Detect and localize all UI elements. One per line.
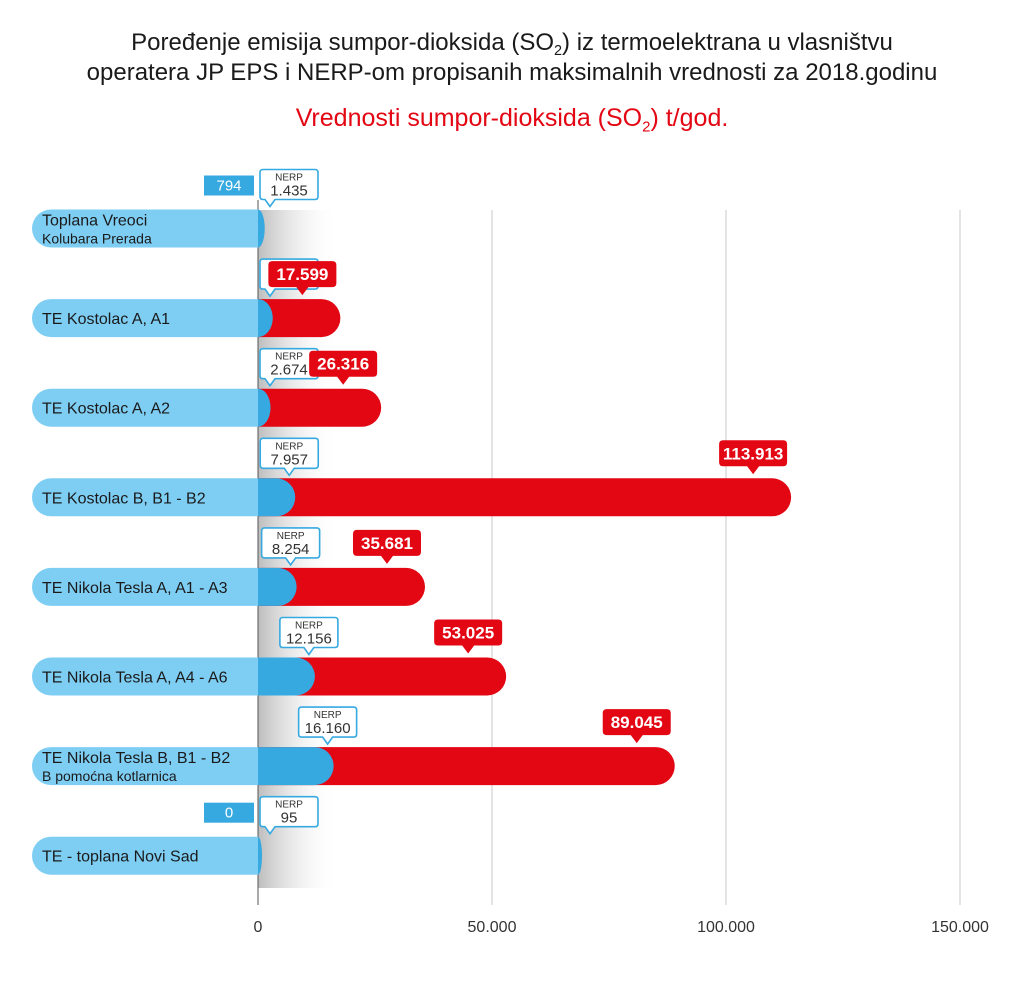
category-label: TE Kostolac B, B1 - B2 — [42, 490, 206, 507]
x-tick-label: 100.000 — [697, 919, 755, 936]
nerp-callout-box — [279, 616, 339, 656]
emission-value-tag — [602, 709, 671, 744]
category-label: TE Kostolac A, A2 — [42, 401, 170, 418]
emission-value-label: 17.599 — [276, 265, 328, 284]
emission-value-label: 35.681 — [361, 534, 413, 553]
category-label: TE Nikola Tesla A, A4 - A6 — [42, 670, 228, 687]
nerp-value-label: 1.435 — [270, 183, 308, 200]
nerp-value-label: 8.254 — [272, 541, 310, 558]
category-pill — [32, 388, 258, 427]
nerp-bar — [258, 567, 297, 606]
nerp-callout-box — [259, 347, 319, 388]
emission-value-label: 89.045 — [611, 713, 663, 732]
emission-value-tag — [268, 261, 337, 296]
nerp-callout-title: NERP — [277, 531, 305, 542]
nerp-bar — [258, 836, 262, 875]
category-pill — [32, 567, 258, 606]
nerp-callout-box — [259, 437, 320, 477]
nerp-callout-box — [260, 527, 321, 567]
nerp-callout-title: NERP — [275, 173, 303, 184]
nerp-callout-box — [259, 795, 319, 836]
emission-value-label: 113.913 — [723, 444, 784, 463]
nerp-bar — [258, 478, 296, 517]
emission-value-label: 53.025 — [442, 624, 494, 643]
x-tick-label: 0 — [254, 919, 263, 936]
chart-title-line1: Poređenje emisija sumpor-dioksida (SO2) … — [131, 29, 893, 60]
nerp-bar — [258, 388, 271, 427]
nerp-callout-title: NERP — [314, 710, 342, 721]
emission-value-tag — [434, 619, 503, 654]
emission-value-label: 26.316 — [317, 355, 369, 374]
chart-title-line2: operatera JP EPS i NERP-om propisanih ma… — [86, 59, 938, 86]
emission-value-tag — [204, 802, 254, 823]
category-pill — [32, 657, 258, 696]
category-pill — [32, 747, 258, 786]
nerp-callout-box — [259, 168, 319, 208]
category-label: TE Kostolac A, A1 — [42, 311, 170, 328]
category-pill — [32, 299, 258, 338]
x-tick-label: 50.000 — [468, 919, 517, 936]
nerp-bar — [258, 299, 273, 338]
x-tick-label: 150.000 — [931, 919, 989, 936]
emission-value-tag — [352, 529, 421, 564]
emission-value-tag — [204, 175, 254, 196]
nerp-value-label: 7.957 — [270, 451, 308, 468]
category-pill — [32, 209, 258, 248]
category-label: Toplana Vreoci — [42, 213, 147, 230]
nerp-value-label: 16.160 — [305, 720, 351, 737]
nerp-callout-title: NERP — [275, 441, 303, 452]
category-pill — [32, 836, 258, 875]
nerp-bar — [258, 657, 315, 696]
emission-bar — [258, 299, 341, 338]
nerp-value-label: 2.674 — [270, 362, 308, 379]
nerp-value-label: 12.156 — [286, 631, 332, 648]
emission-bar — [258, 657, 507, 696]
nerp-callout-title: NERP — [295, 621, 323, 632]
chart-subtitle: Vrednosti sumpor-dioksida (SO2) t/god. — [295, 104, 729, 136]
category-label: TE - toplana Novi Sad — [42, 849, 199, 866]
emission-value-label: 0 — [225, 805, 233, 822]
emission-bar — [258, 478, 792, 517]
nerp-bar — [258, 747, 334, 786]
emission-value-tag — [719, 440, 788, 475]
category-label: B pomoćna kotlarnica — [42, 768, 177, 784]
emission-bar — [258, 747, 675, 786]
category-label: TE Nikola Tesla B, B1 - B2 — [42, 750, 230, 767]
emission-value-label: 794 — [216, 178, 241, 195]
nerp-callout-title: NERP — [275, 352, 303, 363]
nerp-value-label: 95 — [281, 810, 298, 827]
nerp-bar — [258, 209, 265, 248]
nerp-callout-title: NERP — [275, 800, 303, 811]
category-label: Kolubara Prerada — [42, 231, 152, 247]
emission-bar — [258, 388, 382, 427]
emission-value-tag — [309, 350, 378, 385]
category-pill — [32, 478, 258, 517]
category-label: TE Nikola Tesla A, A1 - A3 — [42, 580, 228, 597]
nerp-callout-box — [297, 706, 358, 746]
emission-bar — [258, 567, 425, 606]
